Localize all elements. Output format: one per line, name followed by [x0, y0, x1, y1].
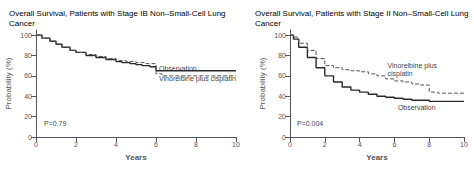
svg-text:0: 0: [34, 141, 38, 148]
svg-text:Probability (%): Probability (%): [258, 57, 267, 109]
svg-text:10: 10: [460, 141, 468, 148]
svg-text:Overall Survival, Patients wit: Overall Survival, Patients with Stage IB…: [9, 9, 228, 18]
svg-text:100: 100: [20, 32, 32, 39]
svg-text:P=0.79: P=0.79: [44, 120, 66, 127]
svg-text:100: 100: [274, 32, 286, 39]
svg-text:80: 80: [24, 52, 32, 59]
svg-text:60: 60: [24, 72, 32, 79]
svg-text:4: 4: [114, 141, 118, 148]
svg-text:20: 20: [24, 113, 32, 120]
svg-text:Years: Years: [366, 153, 388, 162]
svg-text:4: 4: [358, 141, 362, 148]
svg-text:Observation: Observation: [398, 104, 436, 111]
svg-text:60: 60: [278, 72, 286, 79]
svg-text:40: 40: [24, 93, 32, 100]
svg-text:Years: Years: [125, 153, 147, 162]
svg-text:2: 2: [323, 141, 327, 148]
svg-text:0: 0: [288, 141, 292, 148]
svg-text:P=0.004: P=0.004: [297, 120, 323, 127]
svg-text:8: 8: [194, 141, 198, 148]
svg-text:20: 20: [278, 113, 286, 120]
svg-text:2: 2: [74, 141, 78, 148]
svg-text:cisplatin: cisplatin: [387, 70, 412, 78]
svg-text:Cancer: Cancer: [9, 19, 35, 28]
svg-text:Vinorelbine plus cisplatin: Vinorelbine plus cisplatin: [159, 74, 236, 82]
svg-text:6: 6: [154, 141, 158, 148]
svg-text:0: 0: [28, 134, 32, 141]
svg-text:0: 0: [282, 134, 286, 141]
svg-text:Overall Survival, Patients wit: Overall Survival, Patients with Stage II…: [255, 9, 471, 18]
svg-text:8: 8: [427, 141, 431, 148]
svg-text:Cancer: Cancer: [255, 19, 281, 28]
svg-text:Vinorelbine plus: Vinorelbine plus: [387, 62, 437, 70]
svg-text:80: 80: [278, 52, 286, 59]
svg-text:Observation: Observation: [159, 64, 197, 72]
svg-text:6: 6: [392, 141, 396, 148]
svg-text:10: 10: [232, 141, 240, 148]
svg-text:Probability (%): Probability (%): [4, 57, 13, 109]
svg-text:40: 40: [278, 93, 286, 100]
